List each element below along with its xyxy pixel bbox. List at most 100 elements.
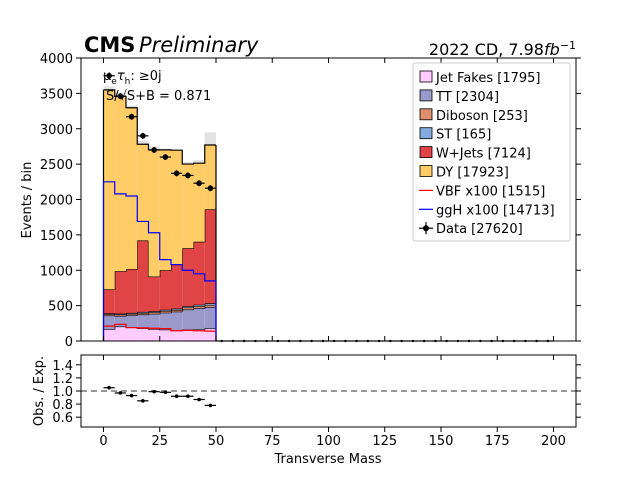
y-tick-label: 3000 — [40, 123, 73, 138]
ratio-point — [159, 390, 171, 395]
legend-label: DY [17923] — [436, 166, 509, 181]
legend-swatch — [419, 89, 433, 102]
data-point-marker — [128, 113, 135, 120]
bar-jet-fakes — [182, 329, 194, 341]
bar-tt — [103, 315, 115, 329]
legend-entry: VBF x100 [1515] — [419, 184, 545, 199]
data-point-marker — [173, 170, 180, 177]
data-point-marker — [162, 154, 169, 160]
x-tick-label: 175 — [485, 434, 510, 449]
legend-label: VBF x100 [1515] — [436, 184, 545, 199]
bar-w-jets — [171, 264, 183, 309]
bar-tt — [137, 314, 149, 329]
x-axis-label: Transverse Mass — [273, 452, 381, 467]
data-point — [126, 113, 138, 120]
ratio-panel-ticks: 0.60.81.01.21.4 0 25 50 75 100 125 150 175 200 — [52, 355, 581, 449]
bar-diboson — [182, 307, 194, 310]
legend-entry: TT [2304] — [419, 89, 499, 105]
legend-entry: W+Jets [7124] — [419, 146, 531, 162]
ratio-point-marker — [129, 393, 134, 398]
legend-label: ggH x100 [14713] — [436, 203, 555, 218]
ratio-point — [204, 403, 216, 408]
data-point-marker — [151, 147, 157, 153]
data-point — [103, 72, 115, 79]
x-tick-label: 75 — [264, 434, 281, 449]
ratio-y-tick-label: 0.8 — [52, 398, 73, 413]
bar-dy — [159, 149, 171, 271]
bar-jet-fakes — [126, 327, 138, 341]
ratio-y-tick-label: 1.2 — [52, 372, 73, 387]
bar-tt — [126, 315, 138, 328]
bar-jet-fakes — [204, 328, 216, 341]
x-tick-label: 100 — [316, 434, 341, 449]
x-tick-label: 25 — [151, 434, 168, 449]
bar-jet-fakes — [193, 329, 205, 341]
ratio-point-marker — [118, 391, 123, 395]
bar-jet-fakes — [171, 330, 183, 341]
bar-jet-fakes — [103, 328, 115, 341]
data-point-marker — [207, 185, 214, 191]
y-tick-label: 2500 — [40, 158, 73, 173]
ratio-point-marker — [197, 397, 201, 402]
x-tick-label: 125 — [372, 434, 397, 449]
y-tick-label: 2000 — [40, 194, 73, 209]
legend-entry: Diboson [253] — [419, 108, 528, 124]
ratio-point — [182, 394, 194, 399]
bar-w-jets — [137, 240, 149, 312]
bar-st — [204, 303, 216, 305]
y-tick-label: 0 — [65, 335, 73, 350]
bar-diboson — [159, 310, 171, 313]
bar-st — [171, 308, 183, 310]
ratio-point-marker — [186, 394, 190, 399]
legend-swatch — [423, 225, 429, 232]
bar-dy — [148, 149, 160, 277]
legend-entry: DY [17923] — [419, 165, 509, 181]
ratio-point-marker — [174, 394, 179, 399]
bar-dy — [137, 144, 149, 241]
bar-dy — [114, 96, 126, 272]
bar-jet-fakes — [137, 328, 149, 341]
signal-line-ggh — [102, 181, 217, 341]
ratio-y-axis-label: Obs. / Exp. — [32, 356, 47, 426]
data-point — [148, 146, 160, 153]
legend-entry: Data [27620] — [419, 222, 523, 237]
bar-tt — [148, 313, 160, 329]
ratio-point — [126, 393, 138, 398]
bar-w-jets — [103, 289, 115, 314]
bar-tt — [182, 309, 194, 330]
bar-tt — [159, 312, 171, 330]
bar-dy — [103, 89, 115, 290]
legend-label: Diboson [253] — [436, 109, 528, 124]
ratio-panel-marks — [81, 385, 576, 408]
x-tick-label: 0 — [99, 434, 107, 449]
data-point — [171, 170, 183, 177]
bar-w-jets — [148, 276, 160, 312]
legend-swatch — [419, 70, 433, 83]
bar-st — [182, 306, 194, 308]
cms-label: CMS — [84, 33, 135, 57]
bar-diboson — [114, 314, 126, 316]
bar-dy — [182, 164, 194, 249]
ratio-point-marker — [208, 403, 213, 408]
legend-entry: ggH x100 [14713] — [419, 203, 555, 218]
data-point — [137, 132, 149, 139]
legend-entry: Jet Fakes [1795] — [419, 70, 541, 86]
data-point — [182, 172, 194, 179]
data-point-marker — [117, 93, 124, 100]
legend-label: Jet Fakes [1795] — [435, 71, 541, 86]
ratio-point — [171, 394, 183, 399]
ratio-y-tick-label: 0.6 — [52, 411, 73, 426]
data-point — [114, 93, 126, 100]
bar-st — [193, 304, 205, 307]
bar-diboson — [126, 313, 138, 316]
y-tick-label: 1000 — [40, 264, 73, 279]
bar-w-jets — [114, 271, 126, 314]
legend-swatch — [419, 127, 433, 140]
luminosity-label: 2022 CD, 7.98fb−1 — [429, 39, 576, 59]
data-point — [204, 185, 216, 192]
x-tick-label: 150 — [429, 434, 454, 449]
ratio-y-tick-label: 1.0 — [52, 385, 73, 400]
x-tick-label: 50 — [208, 434, 225, 449]
bar-dy — [126, 107, 138, 270]
bar-tt — [193, 308, 205, 330]
